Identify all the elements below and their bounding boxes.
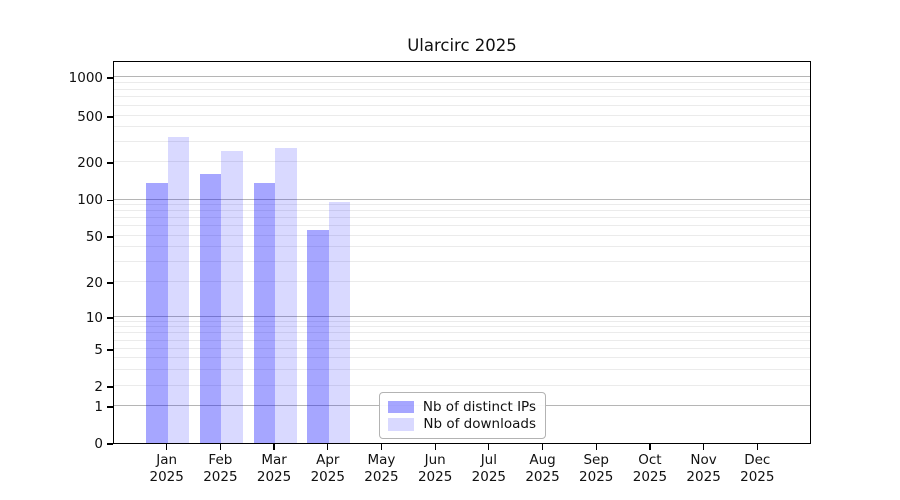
gridline-minor [114, 115, 810, 116]
x-tick-mark [327, 444, 329, 450]
chart-title: Ularcirc 2025 [407, 36, 517, 55]
gridline-minor [114, 246, 810, 248]
x-tick-mark [703, 444, 705, 450]
gridline-minor [114, 339, 810, 341]
y-tick-label: 200 [77, 154, 103, 171]
bar-downloads-mar [275, 147, 297, 443]
y-tick-mark [107, 162, 113, 164]
x-tick-mark [273, 444, 275, 450]
x-tick-label: Nov 2025 [686, 452, 721, 485]
y-tick-mark [107, 386, 113, 388]
y-tick-label: 1 [94, 399, 103, 415]
legend-item: Nb of downloads [388, 416, 536, 434]
x-tick-mark [649, 444, 651, 450]
y-tick-mark [107, 282, 113, 284]
x-tick-mark [488, 444, 490, 450]
gridline-minor [114, 88, 810, 90]
legend-label-distinct-ips: Nb of distinct IPs [422, 398, 536, 415]
bar-downloads-jan [167, 136, 190, 443]
gridline-minor [114, 357, 810, 359]
gridline-minor [114, 320, 810, 322]
bar-downloads-apr [328, 202, 351, 443]
y-tick-mark [107, 236, 113, 238]
bar-ips-feb [199, 174, 222, 443]
y-tick-mark [107, 199, 113, 202]
gridline-minor [114, 368, 810, 370]
y-tick-label: 0 [94, 436, 103, 452]
gridline-minor [114, 104, 810, 106]
legend-swatch-downloads [388, 418, 415, 431]
legend: Nb of distinct IPs Nb of downloads [379, 392, 546, 439]
gridline-minor [114, 235, 810, 236]
plot-area: Nb of distinct IPs Nb of downloads [113, 61, 811, 444]
gridline-minor [114, 225, 810, 227]
x-tick-mark [541, 444, 544, 450]
y-tick-label: 20 [85, 274, 103, 291]
y-tick-mark [107, 406, 113, 408]
gridline-minor [114, 210, 810, 212]
x-tick-mark [166, 444, 168, 450]
y-tick-label: 5 [94, 342, 103, 358]
x-tick-label: Apr 2025 [310, 452, 345, 485]
x-tick-label: Sep 2025 [579, 452, 614, 485]
legend-item: Nb of distinct IPs [388, 398, 536, 416]
gridline-major [114, 316, 810, 317]
gridline-major [114, 198, 810, 200]
y-tick-label: 50 [85, 228, 103, 245]
x-tick-mark [756, 444, 758, 450]
x-tick-label: May 2025 [364, 452, 399, 485]
bar-ips-mar [253, 182, 276, 443]
gridline-minor [114, 332, 810, 334]
y-tick-mark [107, 443, 113, 445]
legend-swatch-distinct-ips [388, 400, 414, 413]
gridline-minor [114, 281, 810, 282]
y-tick-label: 10 [85, 309, 103, 326]
gridline-minor [114, 348, 810, 350]
bar-ips-jan [146, 182, 168, 443]
y-tick-mark [107, 116, 113, 118]
gridline-minor [114, 217, 810, 219]
x-tick-label: Dec 2025 [740, 452, 775, 485]
x-tick-label: Mar 2025 [256, 452, 292, 485]
gridline-minor [114, 161, 810, 162]
gridline-minor [114, 126, 810, 128]
x-tick-mark [380, 444, 383, 450]
y-tick-label: 2 [94, 379, 103, 395]
x-tick-mark [219, 444, 221, 450]
legend-label-downloads: Nb of downloads [423, 416, 536, 433]
gridline-minor [114, 385, 810, 387]
y-tick-mark [107, 317, 113, 319]
gridline-minor [114, 204, 810, 206]
gridline-minor [114, 81, 810, 83]
y-tick-label: 500 [77, 108, 103, 125]
bar-ips-apr [307, 230, 329, 443]
x-tick-label: Feb 2025 [203, 452, 238, 485]
gridline-minor [114, 326, 810, 328]
bar-downloads-feb [221, 150, 243, 443]
x-tick-label: Aug 2025 [525, 452, 560, 485]
y-tick-label: 1000 [68, 70, 103, 86]
x-tick-label: Oct 2025 [632, 452, 668, 485]
x-tick-label: Jul 2025 [471, 452, 507, 485]
y-tick-mark [107, 77, 113, 79]
gridline-minor [114, 96, 810, 98]
y-tick-label: 100 [77, 192, 103, 209]
y-tick-mark [107, 349, 113, 351]
x-tick-label: Jun 2025 [417, 452, 453, 485]
gridline-minor [114, 140, 810, 142]
x-tick-mark [595, 444, 597, 450]
x-tick-mark [434, 444, 436, 450]
x-tick-label: Jan 2025 [149, 452, 184, 485]
gridline-minor [114, 260, 810, 262]
gridline-major [114, 76, 810, 78]
